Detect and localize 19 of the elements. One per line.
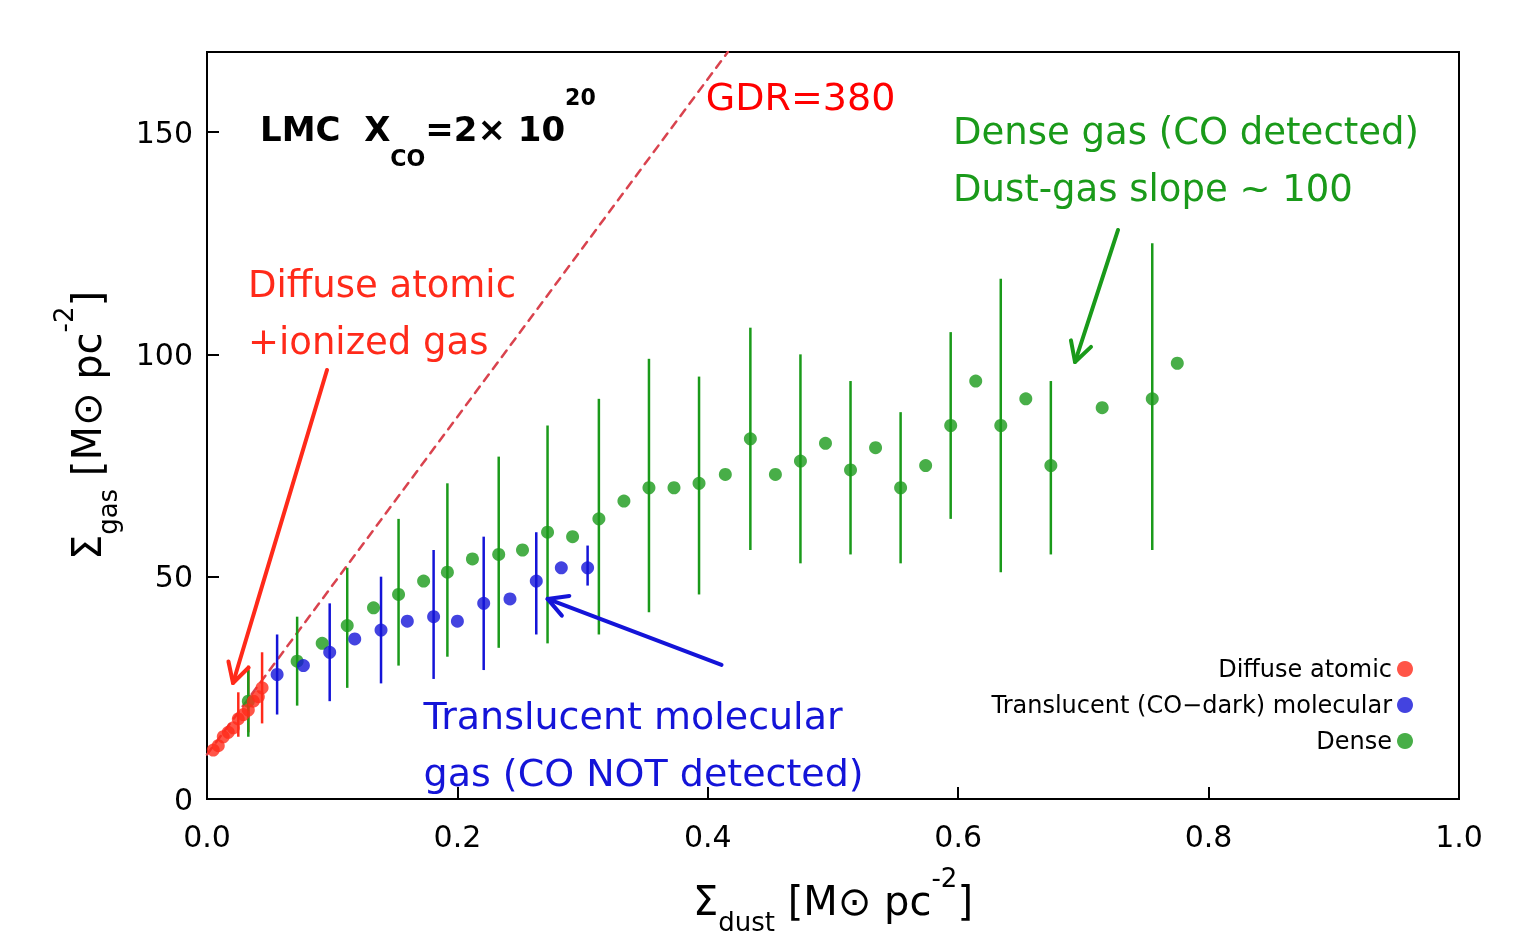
y-axis-title: Σgas [M⊙ pc-2] [49,290,123,561]
x-tick-label: 0.0 [183,818,231,854]
x-tick-label: 0.6 [934,818,983,854]
annotation: Diffuse atomic +ionized gas [248,263,516,363]
legend-label: Translucent (CO−dark) molecular [990,691,1393,719]
y-tick-label: 150 [135,114,193,150]
legend-label: Diffuse atomic [1218,655,1392,683]
x-tick-label: 0.4 [683,818,732,854]
y-tick-label: 50 [154,559,193,595]
y-tick-label: 0 [173,781,193,817]
legend-label: Dense [1316,727,1392,755]
y-tick-label: 100 [135,336,193,372]
x-tick-label: 0.2 [433,818,482,854]
x-tick-label: 0.8 [1184,818,1233,854]
annotation: Translucent molecular gas (CO NOT detected) [422,694,864,796]
annotation: Dense gas (CO detected) Dust-gas slope ~ 100 [953,110,1419,210]
annotation: LMC XCO=2× 1020 [260,84,596,171]
x-tick-label: 1.0 [1435,818,1483,854]
series-label: GDR=380 [705,75,896,119]
